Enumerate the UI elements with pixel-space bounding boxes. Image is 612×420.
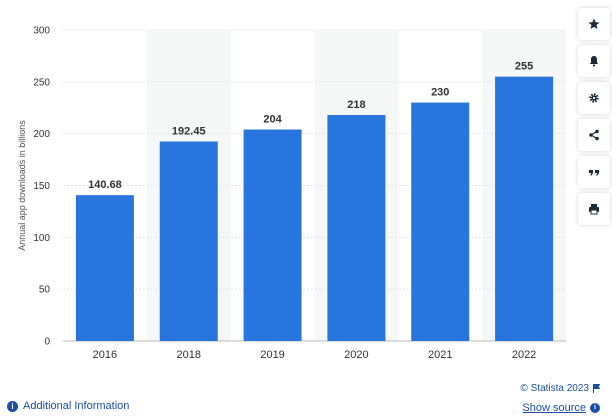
bar-value-label: 255: [515, 61, 533, 73]
print-button[interactable]: [578, 193, 610, 225]
additional-information-link[interactable]: i Additional Information: [7, 400, 129, 412]
y-tick-label: 50: [39, 285, 51, 296]
info-icon: i: [590, 403, 600, 413]
gear-icon: [589, 93, 599, 103]
star-icon: [588, 18, 600, 29]
bell-icon: [589, 56, 599, 67]
x-axis-ticks: 2016 2018 2019 2020 2021 2022: [93, 349, 537, 361]
quote-icon: [589, 170, 599, 176]
bar: [75, 195, 134, 341]
show-source-label: Show source: [522, 402, 586, 414]
y-tick-label: 100: [33, 233, 50, 244]
chart-toolbar: [578, 8, 612, 230]
favorite-button[interactable]: [578, 8, 610, 40]
x-tick-label: 2021: [428, 349, 452, 361]
bar: [243, 129, 302, 341]
cite-button[interactable]: [578, 156, 610, 188]
bar-value-label: 192.45: [172, 125, 206, 137]
x-tick-label: 2022: [512, 349, 536, 361]
info-icon: i: [7, 400, 18, 412]
bar: [495, 76, 554, 342]
bar-chart: 140.68 192.45 204 218 230 255 0 50 100 150 200 250…: [17, 26, 566, 361]
x-tick-label: 2020: [344, 349, 368, 361]
bar: [327, 115, 386, 341]
bar-value-label: 230: [431, 87, 449, 99]
y-tick-label: 300: [33, 26, 50, 37]
gridlines: [63, 29, 566, 342]
y-axis-label: Annual app downloads in billions: [17, 120, 27, 251]
bars: [75, 76, 554, 342]
bar-value-label: 218: [347, 99, 365, 111]
data-labels: 140.68 192.45 204 218 230 255: [88, 61, 533, 192]
y-tick-label: 0: [44, 337, 50, 348]
y-tick-label: 150: [33, 181, 50, 192]
settings-button[interactable]: [578, 82, 610, 114]
notification-button[interactable]: [578, 45, 610, 77]
bar-value-label: 140.68: [88, 179, 122, 191]
share-icon: [589, 129, 599, 141]
additional-information-label: Additional Information: [23, 400, 130, 412]
x-tick-label: 2019: [260, 349, 284, 361]
show-source-link[interactable]: Show source i: [522, 402, 600, 414]
print-icon: [589, 204, 599, 215]
share-button[interactable]: [578, 119, 610, 151]
flag-icon: [593, 384, 600, 393]
y-tick-label: 200: [33, 129, 50, 140]
bar-value-label: 204: [263, 114, 282, 126]
bar: [159, 141, 218, 341]
y-axis-ticks: 0 50 100 150 200 250 300: [33, 26, 50, 348]
statista-credit[interactable]: © Statista 2023: [520, 383, 600, 394]
bar: [411, 102, 470, 341]
credit-text: © Statista 2023: [520, 383, 589, 394]
x-tick-label: 2018: [177, 349, 201, 361]
y-tick-label: 250: [33, 77, 50, 88]
x-tick-label: 2016: [93, 349, 117, 361]
